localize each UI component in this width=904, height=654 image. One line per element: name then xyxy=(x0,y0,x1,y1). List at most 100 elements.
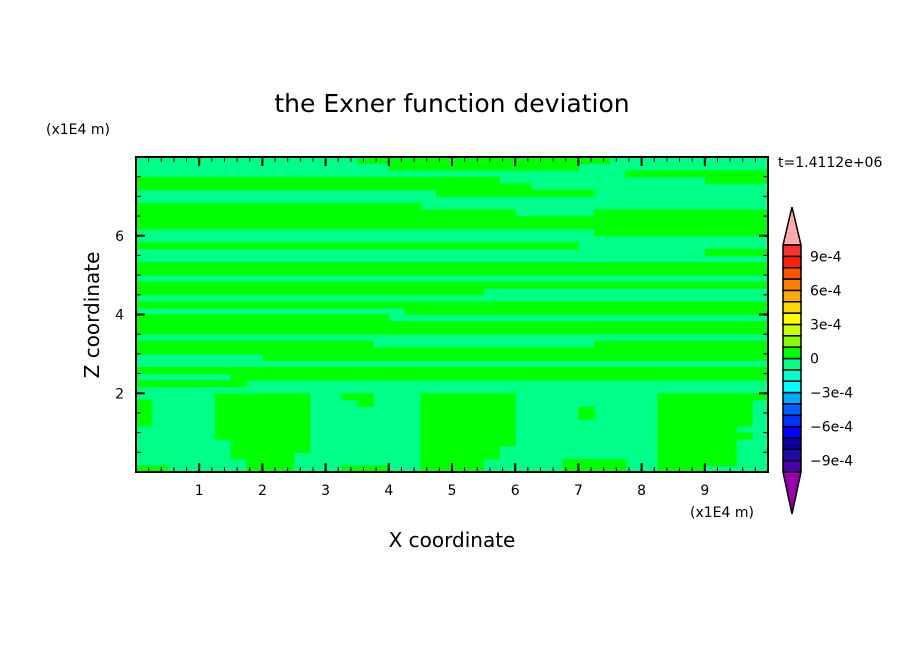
contour-cell-positive xyxy=(420,426,516,434)
contour-cell-positive xyxy=(136,262,769,270)
colorbar-tick-label: 6e-4 xyxy=(810,283,842,299)
contour-cell-positive xyxy=(136,367,769,375)
contour-cell-positive xyxy=(136,380,248,388)
contour-cell-positive xyxy=(136,268,769,276)
colorbar-box xyxy=(782,278,802,292)
time-label: t=1.4112e+06 xyxy=(778,155,882,171)
contour-field xyxy=(136,157,769,473)
contour-cell-positive xyxy=(357,157,611,165)
contour-cell-positive xyxy=(136,406,153,414)
contour-cell-positive xyxy=(420,458,485,466)
y-tick-label: 6 xyxy=(115,229,124,245)
contour-cell-positive xyxy=(136,176,500,184)
colorbar-tick-label: −3e-4 xyxy=(810,386,853,402)
x-tick-label: 3 xyxy=(321,483,330,499)
contour-cell-positive xyxy=(657,465,706,473)
colorbar-over-triangle xyxy=(782,206,802,246)
x-tick-label: 2 xyxy=(258,483,267,499)
colorbar-tick-label: 0 xyxy=(810,352,819,368)
contour-cell-positive xyxy=(704,248,769,256)
contour-cell-positive xyxy=(230,373,769,381)
contour-cell-positive xyxy=(657,393,769,401)
contour-cell-positive xyxy=(136,419,153,427)
contour-cell-positive xyxy=(420,419,516,427)
contour-cell-positive xyxy=(420,445,500,453)
colorbar-box xyxy=(782,403,802,416)
colorbar-box xyxy=(782,335,802,348)
x-tick-label: 1 xyxy=(195,483,204,499)
colorbar-box xyxy=(782,369,802,382)
contour-cell-positive xyxy=(657,445,737,453)
contour-cell-positive xyxy=(215,406,311,414)
contour-cell-positive xyxy=(136,340,374,348)
contour-cell-positive xyxy=(357,399,374,407)
colorbar-box xyxy=(782,266,802,280)
contour-cell-positive xyxy=(246,458,295,466)
contour-cell-positive xyxy=(562,465,627,473)
contour-cell-positive xyxy=(215,432,311,440)
contour-cell-positive xyxy=(215,393,311,401)
contour-cell-positive xyxy=(215,399,311,407)
contour-cell-positive xyxy=(420,406,516,414)
contour-cell-positive xyxy=(136,399,153,407)
contour-cell-positive xyxy=(657,432,753,440)
contour-cell-positive xyxy=(578,412,595,420)
contour-cell-positive xyxy=(594,340,769,348)
contour-cell-positive xyxy=(215,426,311,434)
colorbar: 9e-4 6e-4 3e-4 0 −3e-4 −6e-4 −9e-4 xyxy=(782,206,853,515)
colorbar-box xyxy=(782,301,802,314)
contour-cell-positive xyxy=(436,189,595,197)
contour-cell-positive xyxy=(625,170,769,178)
contour-cell-positive xyxy=(657,439,737,447)
contour-cell-positive xyxy=(136,465,169,473)
contour-cell-positive xyxy=(136,209,516,217)
contour-cell-positive xyxy=(388,163,579,171)
contour-cell-positive xyxy=(136,314,390,322)
contour-cell-positive xyxy=(594,229,769,237)
colorbar-box xyxy=(782,459,802,473)
colorbar-tick-label: −6e-4 xyxy=(810,420,853,436)
colorbar-under-triangle xyxy=(782,471,802,515)
contour-cell-positive xyxy=(215,412,311,420)
contour-cell-positive xyxy=(657,452,737,460)
x-tick-label: 8 xyxy=(637,483,646,499)
contour-cell-positive xyxy=(136,202,421,210)
contour-cell-positive xyxy=(657,419,753,427)
contour-cell-positive xyxy=(420,393,516,401)
colorbar-box xyxy=(782,414,802,428)
colorbar-box xyxy=(782,448,802,462)
contour-cell-positive xyxy=(230,452,295,460)
contour-cell-positive xyxy=(246,465,295,473)
contour-cell-positive xyxy=(657,406,753,414)
contour-cell-positive xyxy=(136,222,769,230)
colorbar-box xyxy=(782,244,802,258)
contour-cell-positive xyxy=(420,399,516,407)
colorbar-box xyxy=(782,255,802,269)
colorbar-box xyxy=(782,357,802,371)
contour-cell-positive xyxy=(420,439,516,447)
contour-cell-positive xyxy=(562,458,627,466)
contour-cell-positive xyxy=(341,393,374,401)
x-axis-label: X coordinate xyxy=(389,528,516,552)
contour-cell-positive xyxy=(136,288,485,296)
contour-cell-positive xyxy=(657,412,753,420)
contour-cell-positive xyxy=(136,412,153,420)
y-axis-label: Z coordinate xyxy=(80,252,104,379)
contour-cell-positive xyxy=(230,439,311,447)
colorbar-box xyxy=(782,380,802,394)
contour-cell-positive xyxy=(420,452,500,460)
contour-cell-positive xyxy=(136,347,769,355)
colorbar-box xyxy=(782,346,802,360)
contour-cell-positive xyxy=(136,281,769,289)
x-tick-label: 7 xyxy=(574,483,583,499)
contour-cell-positive xyxy=(136,242,579,250)
colorbar-box xyxy=(782,312,802,326)
contour-cell-positive xyxy=(136,301,769,309)
contour-cell-positive xyxy=(420,432,516,440)
x-tick-label: 5 xyxy=(448,483,457,499)
colorbar-box xyxy=(782,289,802,303)
contour-cell-positive xyxy=(578,406,595,414)
contour-cell-positive xyxy=(594,209,769,217)
